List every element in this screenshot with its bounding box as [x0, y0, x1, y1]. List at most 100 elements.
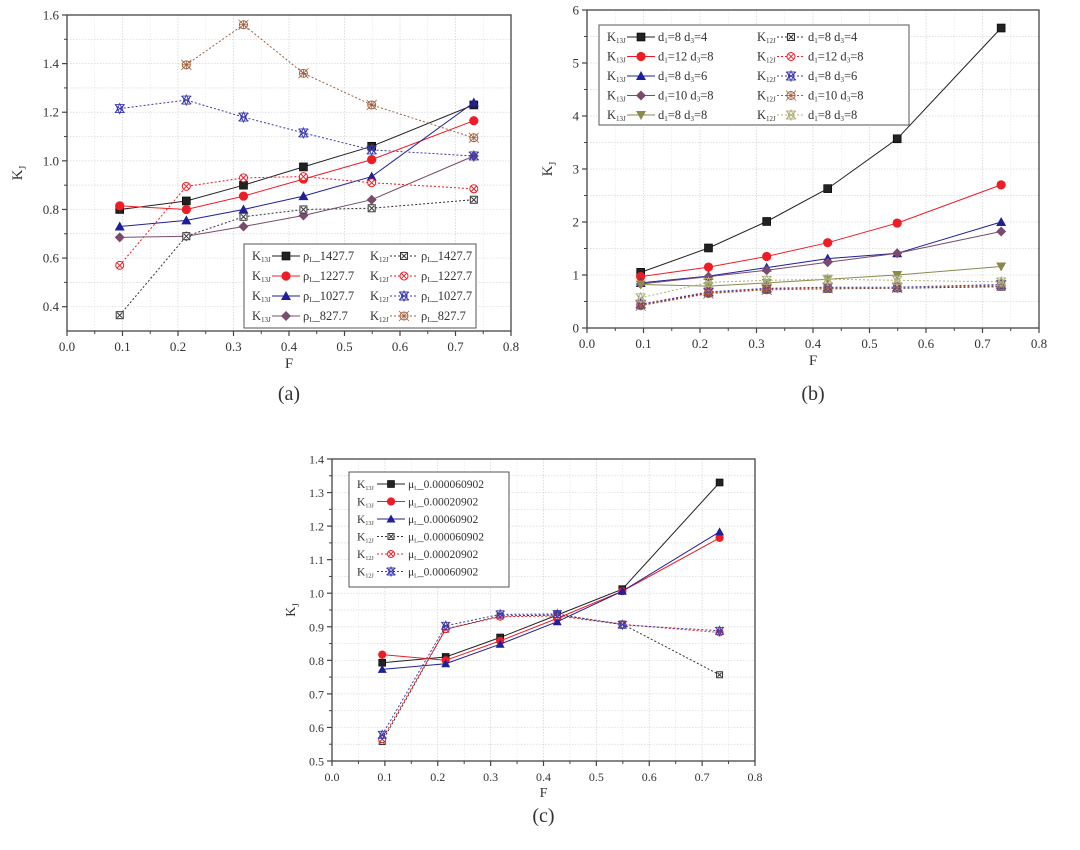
legend-item: K13J μL_0.00060902	[357, 514, 478, 527]
circle-marker	[823, 238, 833, 248]
y-tick-label: 1.0	[309, 587, 324, 601]
chart-a: 0.0 0.1 0.2 0.3 0.4 0.5 0.6 0.7 0.8 0.4 0.6 0.8 1.0 1…	[10, 8, 519, 406]
legend-label-suffix: _0.000060902	[417, 532, 484, 544]
diamond-marker	[636, 90, 646, 101]
data-point	[378, 650, 387, 659]
legend-item: K12J d1=10 d3=8	[757, 89, 864, 104]
series-12j-7	[181, 19, 480, 144]
legend-marker	[636, 111, 646, 120]
legend-prefix-sub: 13J	[365, 521, 374, 527]
y-axis-label-main: K	[284, 607, 299, 617]
square-marker	[996, 23, 1006, 33]
square-marker	[715, 478, 724, 487]
legend-item: K13J d1=10 d3=8	[607, 89, 714, 104]
data-point	[469, 116, 479, 126]
data-point	[441, 659, 451, 668]
legend-marker	[636, 32, 646, 42]
y-axis-label: KJ	[284, 603, 301, 617]
data-point	[716, 671, 724, 679]
x-tick-label: 0.0	[59, 339, 75, 354]
x-tick-label: 0.4	[536, 770, 551, 784]
legend-item: K13J ρL_1427.7	[252, 249, 354, 264]
y-tick-label: 1.2	[309, 520, 324, 534]
legend-label-main: μ	[408, 549, 414, 561]
legend-label-suffix2: =6	[844, 69, 857, 83]
data-point	[298, 191, 309, 201]
legend-label-sub: L	[414, 539, 418, 545]
circle-marker	[115, 201, 125, 211]
series-12j-9	[635, 273, 1007, 304]
legend-box	[598, 24, 910, 126]
data-point	[181, 93, 192, 107]
x-tick-label: 0.6	[392, 339, 409, 354]
data-point	[468, 132, 480, 144]
legend-prefix-main: K	[757, 30, 766, 44]
series-line	[640, 266, 1002, 287]
legend-prefix-main: K	[370, 309, 379, 323]
diamond-marker	[822, 257, 833, 268]
legend-label-main: d	[658, 30, 665, 44]
legend-prefix-main: K	[757, 50, 766, 64]
legend-label-sub: 1	[814, 115, 818, 123]
legend-box	[348, 471, 510, 588]
data-point	[891, 282, 903, 294]
data-point	[298, 126, 309, 139]
x-cross	[761, 284, 772, 296]
legend-label: d1=10 d3=8	[808, 89, 864, 104]
data-point	[114, 102, 126, 115]
legend-label: d1=12 d3=8	[808, 50, 864, 65]
legend-label-suffix-sub: 3	[840, 115, 844, 123]
legend-prefix-main: K	[357, 532, 366, 544]
legend-label-suffix: _0.00020902	[417, 497, 479, 509]
legend-label: μL_0.000060902	[408, 479, 484, 492]
legend-label-suffix2: =4	[844, 30, 858, 44]
x-tick-label: 0.7	[695, 770, 710, 784]
legend-label-suffix: _827.7	[313, 309, 348, 323]
legend-label-suffix-sub: 3	[697, 96, 701, 104]
legend-prefix: K12J	[757, 50, 776, 65]
x-tick-label: 0.2	[430, 770, 445, 784]
legend-label: ρL_827.7	[421, 309, 466, 324]
legend-prefix: K12J	[757, 69, 776, 84]
x-tick-label: 0.5	[589, 770, 604, 784]
legend-item: K13J μL_0.00020902	[357, 497, 478, 510]
data-point	[495, 639, 505, 648]
legend-label-suffix-sub: 3	[690, 37, 694, 45]
legend-label-suffix-sub: 3	[840, 37, 844, 45]
data-point	[892, 248, 903, 259]
data-point	[299, 205, 308, 214]
legend-label-main: ρ	[421, 309, 427, 323]
legend-label-suffix: _1427.7	[313, 249, 355, 263]
legend-prefix-sub: 12J	[379, 296, 389, 304]
x-cross	[717, 672, 722, 678]
data-point	[892, 134, 902, 144]
data-point	[298, 172, 308, 182]
series-line	[119, 104, 474, 210]
legend-label-main: ρ	[303, 289, 309, 303]
legend-prefix: K13J	[607, 30, 626, 45]
legend-prefix-main: K	[757, 89, 766, 103]
y-tick-label: 0.9	[309, 620, 324, 634]
data-point	[238, 191, 249, 201]
data-point	[823, 184, 832, 193]
legend-prefix: K13J	[357, 514, 374, 527]
legend-prefix-sub: 12J	[766, 37, 776, 45]
data-point	[238, 110, 249, 124]
data-point	[366, 99, 377, 111]
legend-prefix: K13J	[252, 309, 271, 324]
legend-label-suffix: =8 d	[668, 69, 691, 83]
diamond-marker	[114, 232, 125, 243]
star-x-marker	[386, 565, 396, 578]
legend-label-main: ρ	[421, 289, 427, 303]
legend-label-suffix: _1227.7	[313, 269, 355, 283]
y-axis-label-main: K	[540, 165, 556, 176]
panel-caption: (c)	[532, 805, 554, 827]
data-point	[367, 178, 377, 188]
legend-label-main: d	[658, 50, 665, 64]
y-axis-label: KJ	[10, 166, 29, 181]
legend-prefix-sub: 13J	[616, 76, 626, 84]
legend-label-suffix-sub: 3	[847, 96, 851, 104]
y-tick-label: 1.0	[43, 153, 59, 168]
legend-label-main: ρ	[303, 309, 309, 323]
